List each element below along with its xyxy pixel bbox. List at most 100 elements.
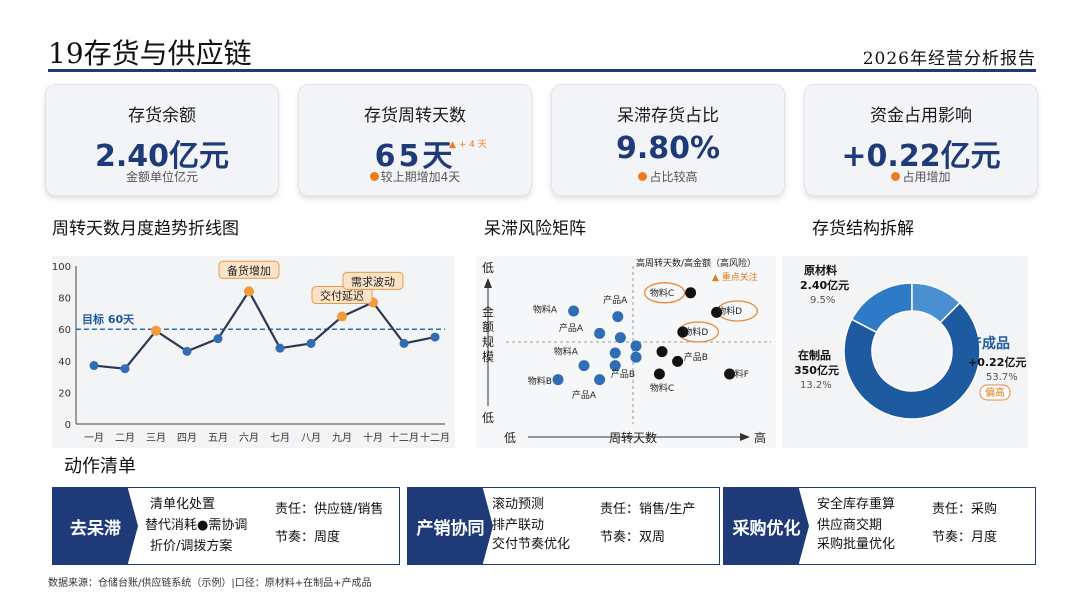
kpi-value: 9.80% (615, 131, 721, 166)
action-line: 供应商交期 (817, 518, 883, 533)
x-tick-label: 三月 (146, 432, 166, 444)
y-tick-label: 80 (58, 294, 71, 305)
scatter-point-black (685, 287, 697, 299)
donut-slice (843, 301, 981, 420)
annotation-box (218, 260, 280, 279)
quadrant-label: 高周转天数/高金额（高风险） (636, 257, 756, 269)
target-label: 目标 60天 (82, 312, 135, 326)
scatter-point-blue (630, 351, 642, 363)
data-point (89, 361, 99, 371)
orange-dot-icon (369, 172, 379, 181)
scatter-point-black (724, 368, 736, 380)
kpi-sub: 占用增加 (805, 168, 1037, 185)
donut-slice (911, 282, 961, 324)
point-label: 产品A (572, 389, 597, 401)
slice-name-finished: 产成品 (968, 335, 1010, 352)
x-tick-label: 七月 (270, 432, 290, 444)
scatter-point-blue (612, 311, 624, 323)
point-label: 产品B (611, 368, 635, 380)
slice-name-raw: 原材料 (804, 263, 837, 277)
kpi-card-inventory-balance: 存货余额 2.40亿元 金额单位亿元 (45, 84, 279, 196)
x-tick-label: 九月 (332, 432, 352, 444)
scatter-point-blue (594, 374, 606, 386)
kpi-label: 资金占用影响 (870, 106, 972, 126)
note-text: 偏高 (985, 386, 1005, 399)
slice-percent-wip: 13.2% (800, 380, 832, 391)
action-line: 安全库存重算 (817, 497, 896, 512)
y-axis-top-label: 低 (482, 261, 494, 275)
data-point (399, 338, 409, 348)
point-label: 产品A (559, 322, 584, 334)
highlight-point (151, 325, 161, 336)
y-tick-label: 0 (65, 420, 71, 431)
action-tag: 产销协同 (408, 488, 493, 564)
action-line: 替代消耗●需协调 (145, 518, 248, 533)
point-label: 物料C (650, 382, 674, 394)
data-point (306, 338, 316, 348)
x-tick-label: 六月 (239, 432, 259, 444)
point-label: 物料A (533, 304, 558, 316)
kpi-sub: 较上期增加4天 (299, 168, 531, 185)
point-label: 产品A (603, 294, 628, 306)
kpi-card-slow-moving-ratio: 呆滞存货占比 9.80% 占比较高 (551, 84, 785, 196)
action-line: 采购批量优化 (817, 537, 896, 552)
scatter-point-blue (630, 340, 642, 352)
y-tick-label: 60 (58, 325, 71, 336)
action-tag: 去呆滞 (53, 488, 138, 564)
focus-label: ▲ 重点关注 (712, 271, 758, 283)
scatter-point-blue (578, 360, 590, 372)
kpi-value: +0.22亿元 (841, 139, 1001, 174)
risk-matrix-chart: 低低低高周转天数 金额规模 高周转天数/高金额（高风险） ▲ 重点关注 产品A 物料A 产品… (476, 256, 776, 448)
action-line: 清单化处置 (150, 497, 216, 512)
kpi-label: 存货余额 (128, 106, 196, 126)
scatter-point-black (653, 368, 665, 380)
y-tick-label: 20 (58, 388, 71, 399)
point-label: 物料D (683, 326, 708, 338)
scatter-point-blue (552, 374, 564, 386)
annotation-text: 备货增加 (227, 263, 271, 277)
inventory-structure-chart: 产成品 +0.22亿元 53.7% 偏高 在制品 350亿元 13.2% 原材料 2.40亿元 9… (782, 256, 1028, 448)
slice-amount-wip: 350亿元 (794, 363, 839, 377)
action-card-procurement: 采购优化 安全库存重算 供应商交期 采购批量优化 责任：采购 节奏：月度 (723, 487, 1036, 565)
annotation-text: 需求波动 (351, 275, 395, 288)
action-card-clear-slow-moving: 去呆滞 清单化处置 替代消耗●需协调 折价/调拨方案 责任：供应链/销售 节奏：… (52, 487, 400, 565)
page-header: 19存货与供应链 2026年经营分析报告 (48, 28, 1036, 72)
y-axis-title: 金额规模 (482, 304, 494, 364)
action-line: 滚动预测 (492, 497, 545, 512)
x-axis-high-label: 高 (754, 430, 766, 445)
action-owner: 责任：销售/生产 (600, 502, 696, 517)
scatter-point-blue (609, 360, 621, 372)
orange-dot-icon (638, 172, 648, 181)
x-tick-label: 十二月 (389, 431, 419, 444)
x-axis-title: 周转天数 (609, 430, 657, 445)
annotation-text: 交付延迟 (320, 289, 364, 303)
x-tick-label: 十月 (363, 431, 383, 444)
action-cadence: 节奏：月度 (932, 530, 998, 545)
scatter-point-blue (614, 332, 626, 344)
x-tick-label: 八月 (301, 432, 321, 444)
action-line: 排产联动 (492, 518, 545, 533)
point-label: 产品B (684, 351, 708, 363)
y-axis-arrow-icon (484, 278, 492, 288)
scatter-point-black (711, 306, 723, 318)
series-line (93, 289, 436, 370)
slice-amount-finished: +0.22亿元 (968, 355, 1026, 369)
x-tick-label: 一月 (84, 432, 104, 444)
annotation-box (342, 271, 404, 290)
kpi-value: 65天 (374, 139, 456, 174)
kpi-delta: ▲ + 4 天 (449, 140, 487, 150)
kpi-sub: 金额单位亿元 (125, 170, 198, 184)
data-point (213, 334, 223, 344)
slice-percent-raw: 9.5% (810, 295, 835, 306)
slice-percent-finished: 53.7% (986, 372, 1018, 383)
scatter-point-black (656, 346, 668, 358)
x-tick-label: 二月 (115, 432, 135, 444)
action-owner: 责任：供应链/销售 (275, 502, 384, 517)
report-name: 2026年经营分析报告 (862, 49, 1036, 69)
annotation-box (311, 286, 373, 305)
x-tick-label: 五月 (208, 432, 228, 444)
action-cadence: 节奏：双周 (600, 530, 666, 545)
action-card-sales-production: 产销协同 滚动预测 排产联动 交付节奏优化 责任：销售/生产 节奏：双周 (407, 487, 720, 565)
